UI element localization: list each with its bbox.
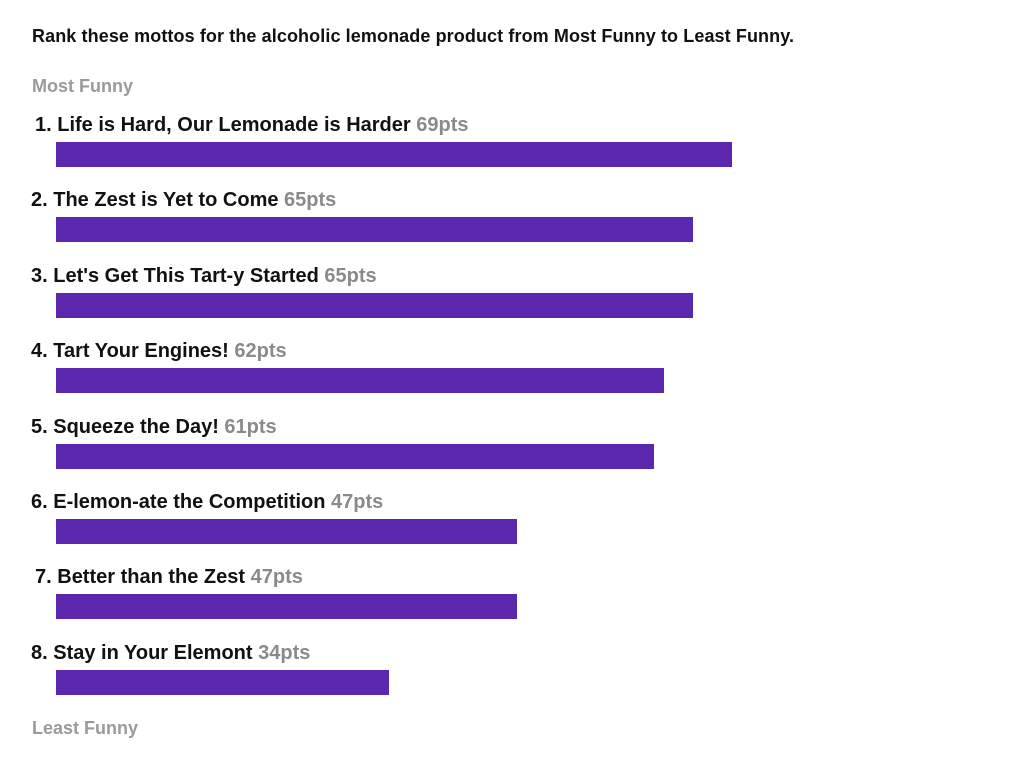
rank-number: 2. (31, 189, 48, 212)
motto-text: Life is Hard, Our Lemonade is Harder (51, 114, 417, 136)
motto-text: Let's Get This Tart-y Started (47, 264, 325, 287)
score-bar-2 (56, 217, 693, 243)
score-bar-3 (56, 292, 693, 318)
motto-text: The Zest is Yet to Come (47, 189, 285, 212)
score-bar-8 (56, 669, 389, 695)
motto-text: Stay in Your Elemont (47, 641, 259, 664)
points-value: 61pts (224, 415, 277, 438)
points-value: 47pts (331, 491, 384, 513)
rank-number: 3. (31, 264, 48, 287)
score-bar-5 (56, 443, 654, 469)
rank-number: 5. (31, 415, 48, 438)
points-value: 34pts (258, 641, 311, 664)
points-value: 65pts (324, 264, 377, 287)
rank-number: 8. (31, 641, 48, 664)
motto-label-4: 4. Tart Your Engines! 62pts (31, 340, 287, 363)
points-value: 62pts (234, 340, 287, 363)
score-bar-1 (56, 142, 732, 167)
motto-label-7: 7. Better than the Zest 47pts (35, 566, 303, 589)
points-value: 69pts (416, 114, 469, 136)
rank-number: 4. (31, 340, 48, 363)
points-value: 65pts (284, 189, 337, 212)
most-funny-label: Most Funny (32, 76, 133, 96)
rank-number: 6. (31, 491, 48, 513)
question-text: Rank these mottos for the alcoholic lemo… (32, 26, 795, 46)
motto-text: Better than the Zest (51, 566, 251, 589)
motto-label-1: 1. Life is Hard, Our Lemonade is Harder … (35, 114, 468, 137)
motto-label-5: 5. Squeeze the Day! 61pts (31, 416, 277, 439)
score-bar-6 (56, 519, 517, 544)
motto-text: Tart Your Engines! (47, 340, 235, 363)
motto-label-8: 8. Stay in Your Elemont 34pts (31, 642, 310, 665)
motto-label-2: 2. The Zest is Yet to Come 65pts (31, 189, 336, 212)
rank-number: 7. (35, 566, 52, 589)
motto-label-3: 3. Let's Get This Tart-y Started 65pts (31, 265, 377, 288)
motto-text: Squeeze the Day! (47, 415, 225, 438)
points-value: 47pts (250, 566, 303, 589)
score-bar-7 (56, 594, 517, 620)
rank-number: 1. (35, 114, 52, 136)
motto-text: E-lemon-ate the Competition (47, 491, 332, 513)
least-funny-label: Least Funny (32, 718, 139, 738)
motto-label-6: 6. E-lemon-ate the Competition 47pts (31, 491, 383, 514)
score-bar-4 (56, 368, 664, 394)
